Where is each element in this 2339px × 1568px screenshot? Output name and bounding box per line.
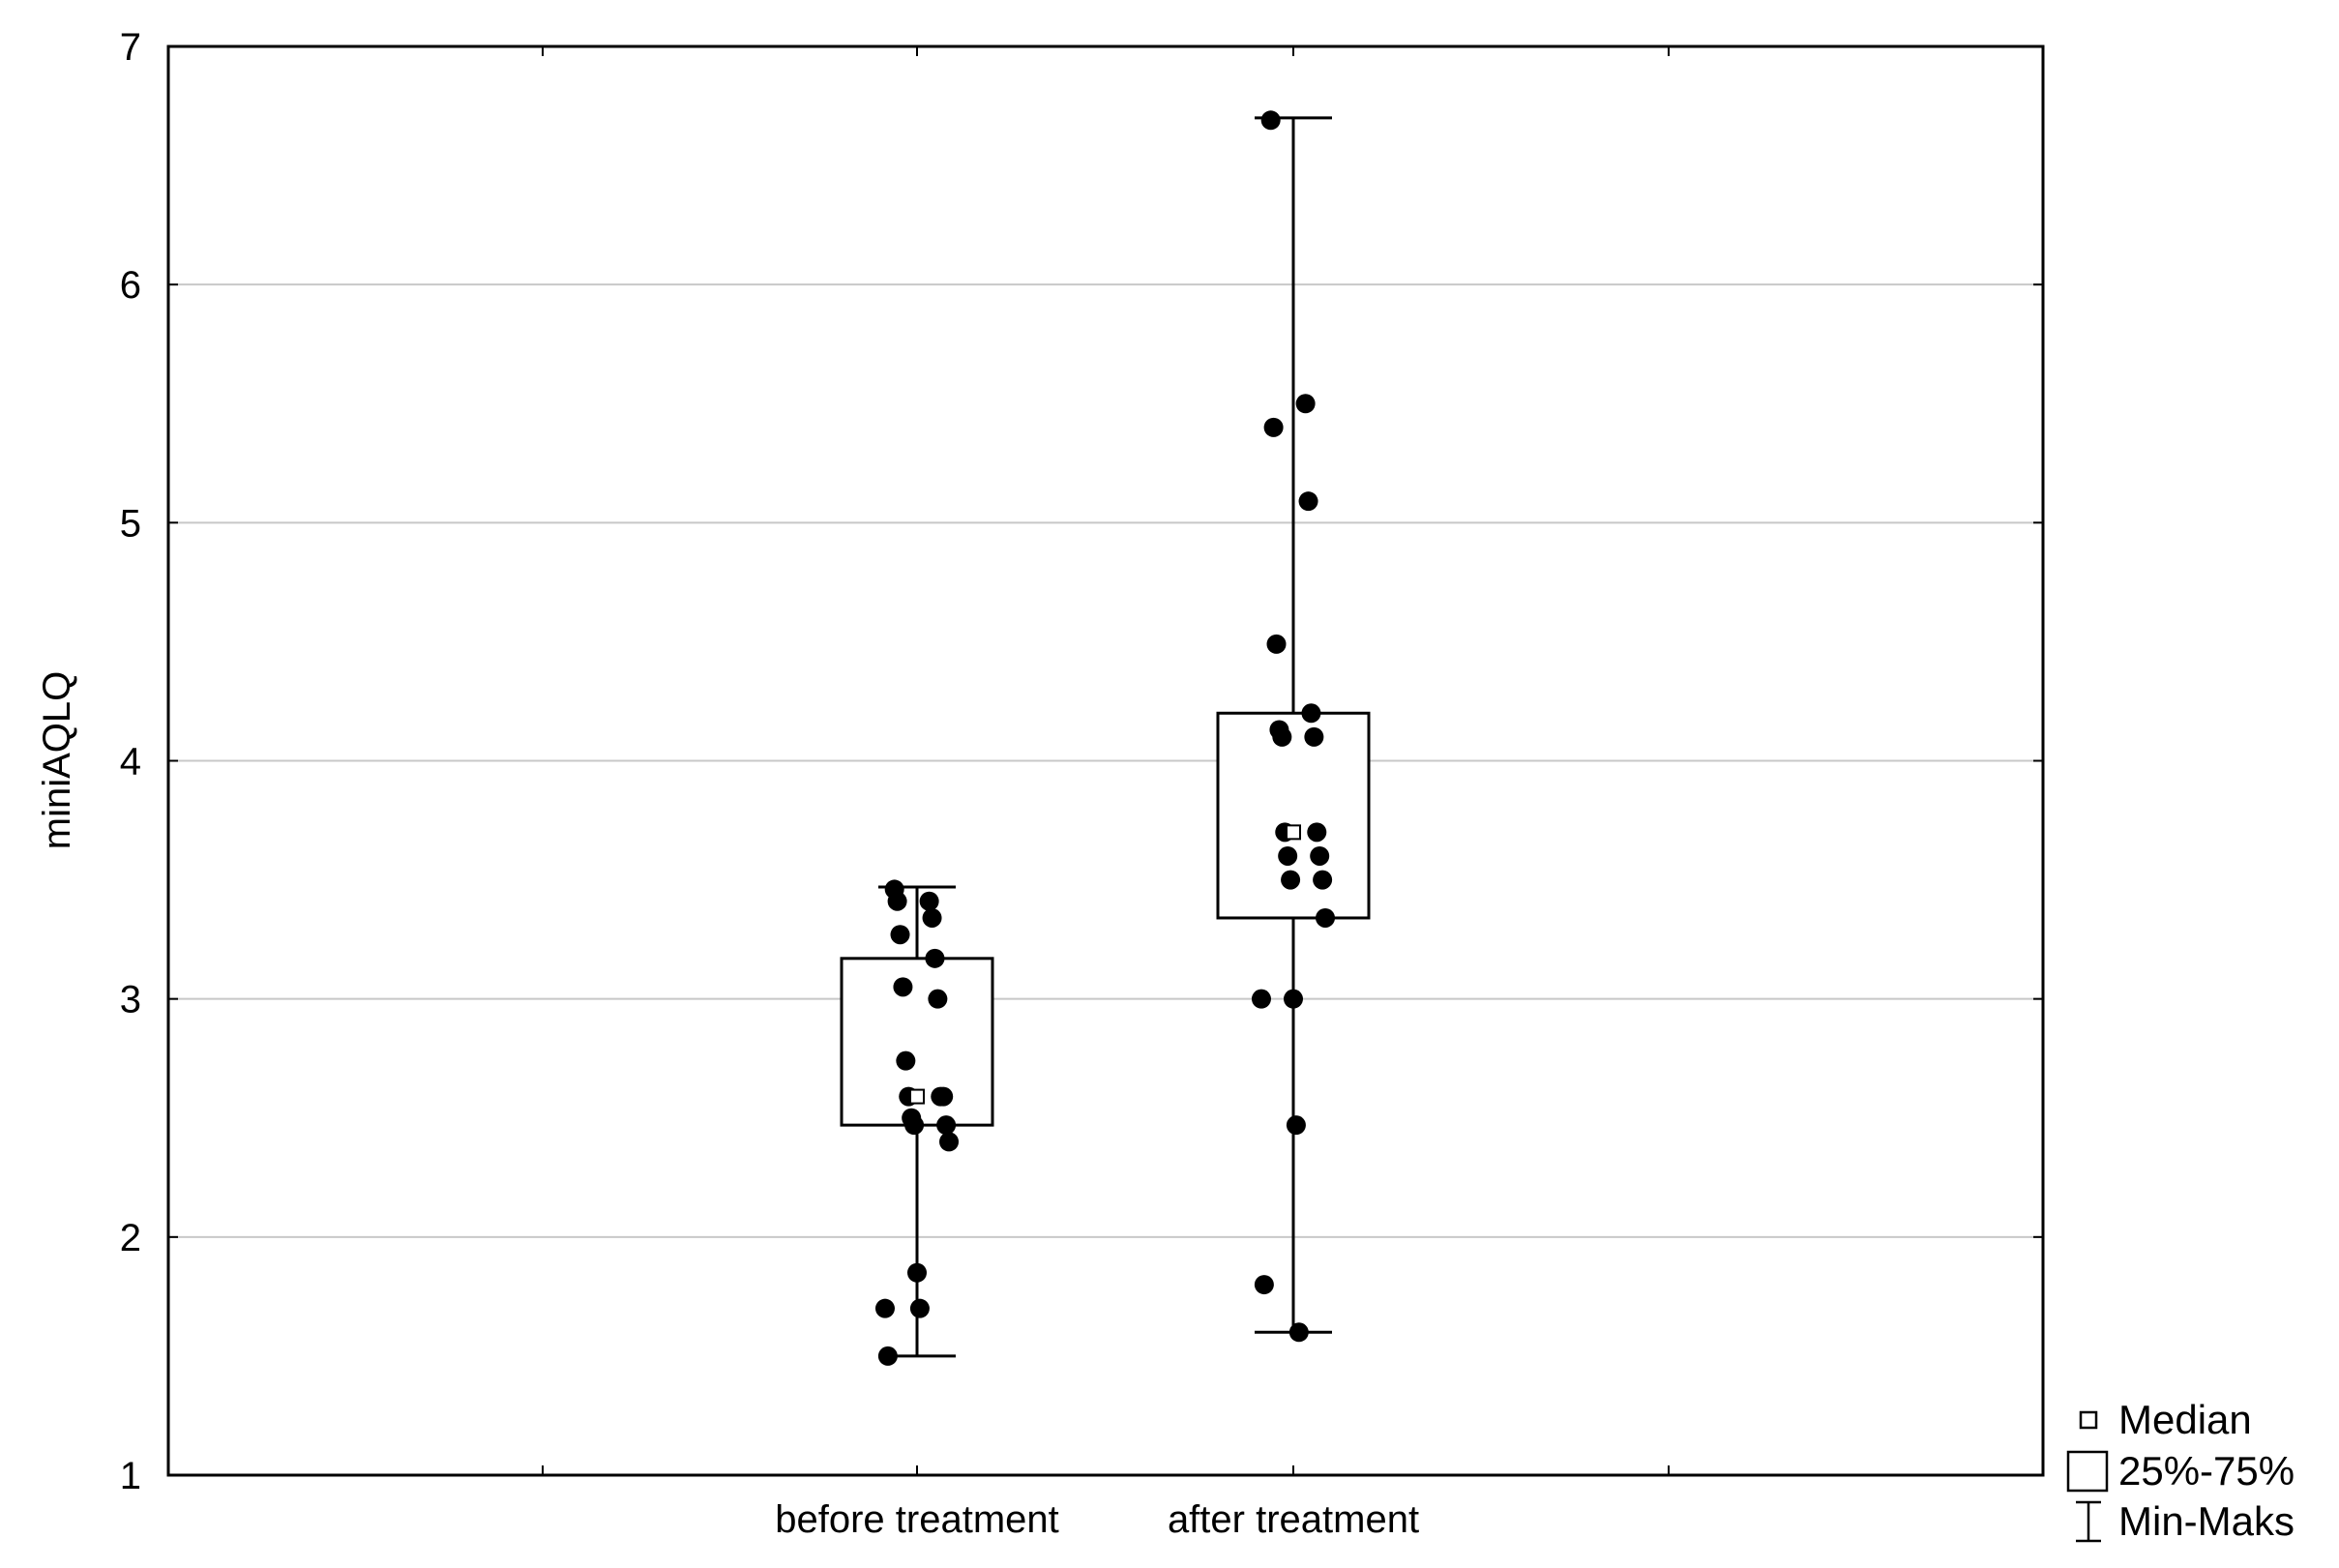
y-tick-label: 2 xyxy=(120,1217,141,1259)
data-point xyxy=(896,1050,916,1071)
data-point xyxy=(890,925,910,945)
legend-label: Min-Maks xyxy=(2118,1498,2295,1544)
data-point xyxy=(1286,1115,1306,1136)
data-point xyxy=(1263,417,1284,437)
legend-label: 25%-75% xyxy=(2118,1448,2295,1494)
data-point xyxy=(1251,989,1271,1009)
data-point xyxy=(893,977,913,997)
y-tick-label: 5 xyxy=(120,502,141,545)
y-tick-label: 4 xyxy=(120,741,141,784)
data-point xyxy=(939,1132,960,1152)
data-point xyxy=(887,891,907,911)
data-point xyxy=(1301,703,1321,724)
data-point xyxy=(1295,394,1316,414)
y-tick-label: 3 xyxy=(120,979,141,1021)
data-point xyxy=(1284,989,1303,1009)
data-point xyxy=(925,948,945,968)
data-point xyxy=(1288,1322,1309,1343)
axis-ticks xyxy=(168,45,2043,1476)
median-marker xyxy=(909,1088,925,1105)
data-point xyxy=(1316,907,1336,928)
data-point xyxy=(922,907,942,928)
data-point xyxy=(1281,870,1301,890)
data-point xyxy=(933,1086,954,1107)
x-category-label: before treatment xyxy=(775,1498,1059,1541)
median-marker xyxy=(1286,824,1301,841)
data-points-layer xyxy=(874,110,1336,1366)
data-point xyxy=(1310,845,1330,866)
y-tick-label: 7 xyxy=(120,26,141,69)
legend-box-symbol xyxy=(2066,1450,2109,1493)
y-tick-label: 1 xyxy=(120,1455,141,1497)
data-point xyxy=(904,1115,925,1136)
data-point xyxy=(1260,110,1281,131)
data-point xyxy=(907,1262,927,1283)
data-point xyxy=(1304,726,1324,747)
y-axis-label: miniAQLQ xyxy=(36,671,78,850)
data-point xyxy=(1298,491,1318,512)
data-point xyxy=(1272,726,1292,747)
data-point xyxy=(874,1298,895,1318)
legend-label: Median xyxy=(2118,1397,2252,1442)
data-point xyxy=(909,1298,930,1318)
data-point xyxy=(928,989,948,1009)
data-point xyxy=(936,1115,957,1136)
grid-lines xyxy=(168,283,2043,1238)
x-category-label: after treatment xyxy=(1168,1498,1419,1541)
legend-median-symbol xyxy=(2079,1410,2098,1430)
data-point xyxy=(919,891,939,911)
data-point xyxy=(877,1346,898,1366)
data-point xyxy=(1266,634,1287,654)
tick-labels: 1 2 3 4 5 6 7 before treatment after treatment xyxy=(120,26,1419,1541)
data-point xyxy=(1278,845,1298,866)
data-point xyxy=(1313,870,1333,890)
legend: Median 25%-75%Min-Maks xyxy=(2066,1397,2295,1544)
data-point xyxy=(1307,822,1327,843)
data-point xyxy=(1254,1275,1274,1295)
y-tick-label: 6 xyxy=(120,264,141,307)
